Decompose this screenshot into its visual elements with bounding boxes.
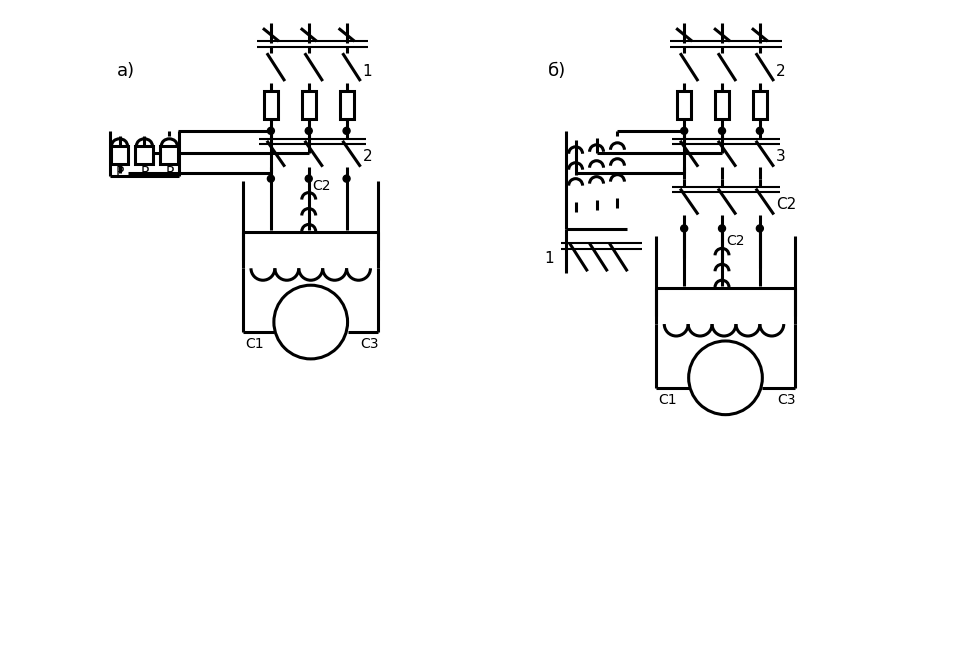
Text: а): а) — [117, 62, 135, 80]
Text: 1: 1 — [545, 251, 554, 266]
Text: C2: C2 — [313, 178, 331, 193]
Text: P: P — [116, 164, 124, 178]
Text: C2: C2 — [726, 234, 745, 248]
Bar — [111, 146, 128, 164]
Bar — [677, 91, 691, 119]
Text: 1: 1 — [362, 64, 372, 79]
Text: C2: C2 — [776, 197, 796, 212]
Text: б): б) — [548, 62, 566, 80]
Circle shape — [756, 127, 763, 134]
Circle shape — [343, 175, 351, 182]
Circle shape — [681, 127, 687, 134]
Circle shape — [274, 285, 348, 359]
Circle shape — [719, 127, 725, 134]
Text: 2: 2 — [362, 149, 372, 164]
Bar — [340, 91, 353, 119]
Circle shape — [267, 175, 275, 182]
Circle shape — [681, 225, 687, 232]
Text: P: P — [141, 164, 149, 178]
Text: P: P — [165, 164, 174, 178]
Text: C3: C3 — [360, 337, 379, 351]
Text: 3: 3 — [776, 149, 786, 164]
Circle shape — [305, 127, 313, 134]
Circle shape — [688, 341, 762, 415]
Circle shape — [305, 175, 313, 182]
Bar — [715, 91, 729, 119]
Text: C1: C1 — [658, 393, 677, 407]
Bar — [136, 146, 153, 164]
Text: 2: 2 — [776, 64, 786, 79]
Bar — [753, 91, 767, 119]
Bar — [264, 91, 278, 119]
Text: C1: C1 — [245, 337, 263, 351]
Bar — [160, 146, 179, 164]
Circle shape — [267, 127, 275, 134]
Text: C3: C3 — [777, 393, 795, 407]
Circle shape — [756, 225, 763, 232]
Circle shape — [343, 127, 351, 134]
Circle shape — [719, 225, 725, 232]
Bar — [302, 91, 316, 119]
